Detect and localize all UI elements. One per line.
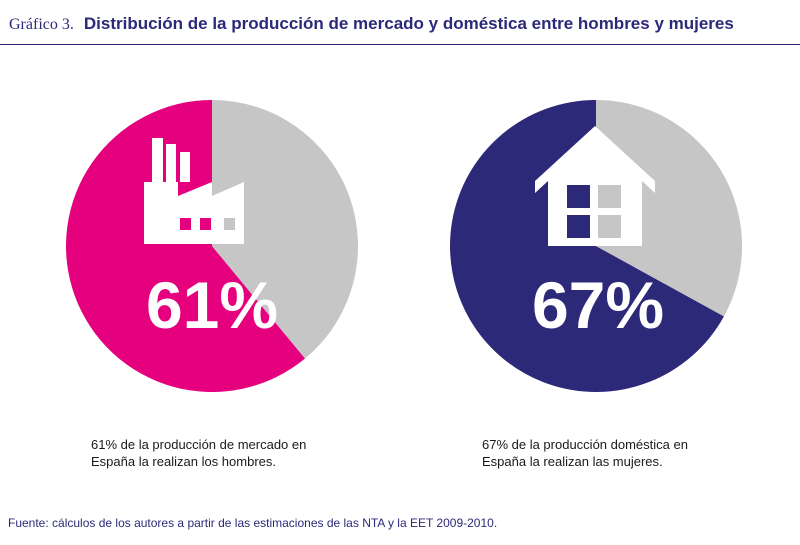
caption-line: España la realizan los hombres. xyxy=(91,454,276,469)
pie-slice-mercado-hombres xyxy=(66,100,306,393)
caption-line: 67% de la producción doméstica en xyxy=(482,437,688,452)
figure-title: Distribución de la producción de mercado… xyxy=(83,14,734,33)
title-divider xyxy=(0,44,800,45)
pie-chart-mercado xyxy=(66,100,358,393)
caption-mercado: 61% de la producción de mercado en Españ… xyxy=(91,436,351,470)
house-icon xyxy=(535,126,655,246)
pie-chart-domestica xyxy=(449,100,742,393)
pie-slice-domestica-mujeres xyxy=(449,100,724,393)
pie-slice-domestica-hombres xyxy=(596,100,742,317)
figure-header: Gráfico 3. Distribución de la producción … xyxy=(9,14,789,44)
caption-line: 61% de la producción de mercado en xyxy=(91,437,307,452)
caption-domestica: 67% de la producción doméstica en España… xyxy=(482,436,742,470)
source-note: Fuente: cálculos de los autores a partir… xyxy=(8,516,498,530)
pie-slice-mercado-mujeres xyxy=(212,100,358,359)
figure-label: Gráfico 3. xyxy=(9,16,74,33)
pie-percent-domestica: 67% xyxy=(532,268,664,342)
factory-icon xyxy=(144,138,244,244)
pie-percent-mercado: 61% xyxy=(146,268,278,342)
caption-line: España la realizan las mujeres. xyxy=(482,454,663,469)
